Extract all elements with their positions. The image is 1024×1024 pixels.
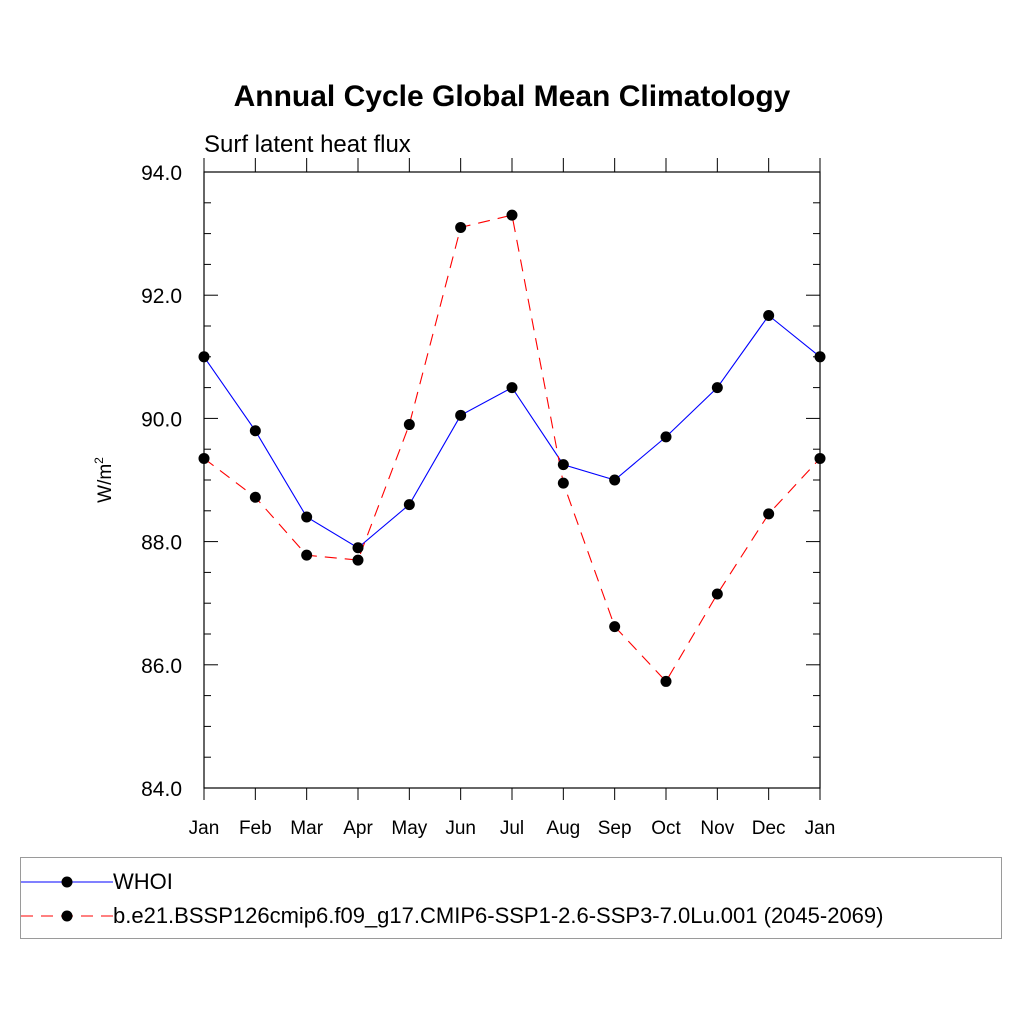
y-axis-label-text: W/m xyxy=(95,464,116,503)
y-tick-label: 86.0 xyxy=(141,655,182,678)
series-0-point xyxy=(763,310,775,322)
x-tick-label: Feb xyxy=(239,818,272,839)
chart-title: Annual Cycle Global Mean Climatology xyxy=(234,80,791,113)
x-tick-label: Dec xyxy=(752,818,786,839)
series-layer xyxy=(198,209,826,687)
series-0-point xyxy=(249,425,261,437)
series-1-point xyxy=(660,675,672,687)
x-tick-label: May xyxy=(391,818,427,839)
series-0-point xyxy=(403,499,415,511)
series-1-point xyxy=(198,452,210,464)
x-tick-label: Aug xyxy=(546,818,580,839)
y-tick-label: 92.0 xyxy=(141,285,182,308)
x-tick-label: Apr xyxy=(343,818,373,839)
series-0-point xyxy=(198,351,210,363)
y-axis-label-superscript: 2 xyxy=(92,457,106,464)
series-0-point xyxy=(814,351,826,363)
series-0-point xyxy=(506,382,518,394)
legend-item-whoi: WHOI xyxy=(21,866,173,898)
series-line-1 xyxy=(203,214,821,683)
series-0-point xyxy=(711,382,723,394)
series-1-point xyxy=(249,491,261,503)
series-1-point xyxy=(814,452,826,464)
x-tick-label: Jul xyxy=(500,818,524,839)
series-0-point xyxy=(609,474,621,486)
series-1-point xyxy=(403,419,415,431)
x-tick-labels: Jan Feb Mar Apr May Jun Jul Aug Sep Oct Nov Dec Jan xyxy=(189,818,836,839)
legend-swatch-model xyxy=(21,910,113,922)
series-0-point xyxy=(455,409,467,421)
y-tick-label: 94.0 xyxy=(141,162,182,185)
x-tick-label: Jan xyxy=(805,818,836,839)
legend: WHOI b.e21.BSSP126cmip6.f09_g17.CMIP6-SS… xyxy=(20,857,1002,939)
series-1-point xyxy=(352,554,364,566)
x-tick-label: Nov xyxy=(700,818,734,839)
plot-frame xyxy=(203,171,821,789)
axis-ticks xyxy=(203,158,821,800)
series-1-point xyxy=(557,477,569,489)
series-0-point xyxy=(557,459,569,471)
series-0-point xyxy=(301,511,313,523)
series-1-point xyxy=(763,508,775,520)
series-1-point xyxy=(455,221,467,233)
series-line-0 xyxy=(203,314,821,549)
legend-label-model: b.e21.BSSP126cmip6.f09_g17.CMIP6-SSP1-2.… xyxy=(113,903,884,928)
chart-subtitle: Surf latent heat flux xyxy=(204,131,411,158)
series-0-point xyxy=(352,542,364,554)
y-tick-label: 88.0 xyxy=(141,532,182,555)
y-tick-labels: 84.0 86.0 88.0 90.0 92.0 94.0 xyxy=(141,162,182,801)
x-tick-label: Sep xyxy=(598,818,632,839)
x-tick-label: Oct xyxy=(651,818,681,839)
series-1-point xyxy=(609,621,621,633)
y-axis-label: W/m2 xyxy=(92,457,116,503)
x-tick-label: Jan xyxy=(189,818,220,839)
legend-swatch-whoi xyxy=(21,876,113,888)
series-1-point xyxy=(711,588,723,600)
legend-label-whoi: WHOI xyxy=(113,869,173,894)
legend-item-model: b.e21.BSSP126cmip6.f09_g17.CMIP6-SSP1-2.… xyxy=(21,900,883,932)
series-1-point xyxy=(506,209,518,221)
x-tick-label: Jun xyxy=(445,818,476,839)
x-tick-label: Mar xyxy=(290,818,323,839)
svg-text:W/m2: W/m2 xyxy=(92,457,116,503)
series-1-point xyxy=(301,549,313,561)
y-tick-label: 84.0 xyxy=(141,778,182,801)
y-tick-label: 90.0 xyxy=(141,408,182,431)
series-0-point xyxy=(660,431,672,443)
